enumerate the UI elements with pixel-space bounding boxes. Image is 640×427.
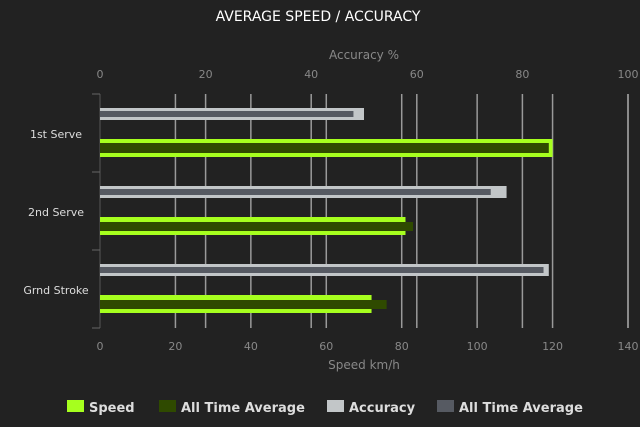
category-label: 1st Serve <box>30 128 82 141</box>
bottom-axis-label: Speed km/h <box>328 358 400 372</box>
category-label: 2nd Serve <box>28 206 84 219</box>
speed-tick-label: 0 <box>97 340 104 353</box>
accuracy-tick-label: 60 <box>410 68 424 81</box>
accuracy-average-bar <box>100 267 544 273</box>
legend-swatch <box>437 400 454 412</box>
accuracy-tick-label: 40 <box>304 68 318 81</box>
category-label: Grnd Stroke <box>23 284 89 297</box>
accuracy-tick-label: 100 <box>618 68 639 81</box>
speed-average-bar <box>100 300 387 309</box>
speed-tick-label: 60 <box>319 340 333 353</box>
speed-average-bar <box>100 143 549 153</box>
legend-swatch <box>159 400 176 412</box>
legend-label: Accuracy <box>349 401 416 416</box>
accuracy-tick-label: 0 <box>97 68 104 81</box>
accuracy-tick-label: 80 <box>515 68 529 81</box>
legend-label: All Time Average <box>459 401 583 416</box>
accuracy-average-bar <box>100 111 354 117</box>
speed-tick-label: 80 <box>395 340 409 353</box>
legend-label: All Time Average <box>181 401 305 416</box>
chart-title: AVERAGE SPEED / ACCURACY <box>216 9 421 25</box>
speed-tick-label: 20 <box>168 340 182 353</box>
legend-swatch <box>67 400 84 412</box>
speed-tick-label: 120 <box>542 340 563 353</box>
speed-tick-label: 100 <box>467 340 488 353</box>
legend-swatch <box>327 400 344 412</box>
top-axis-label: Accuracy % <box>329 48 399 62</box>
speed-average-bar <box>100 222 414 231</box>
accuracy-tick-label: 20 <box>199 68 213 81</box>
legend-label: Speed <box>89 401 135 416</box>
speed-tick-label: 40 <box>244 340 258 353</box>
speed-tick-label: 140 <box>618 340 639 353</box>
accuracy-average-bar <box>100 189 491 195</box>
